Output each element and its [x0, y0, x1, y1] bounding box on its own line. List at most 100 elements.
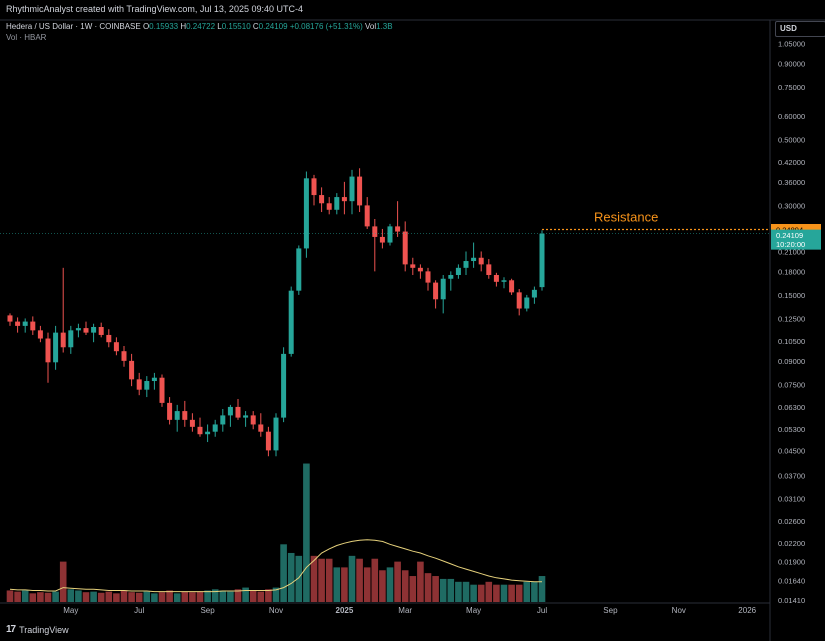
volume-bar [447, 578, 455, 602]
volume-bar [67, 589, 75, 602]
change-value: +0.08176 (+51.31%) [289, 22, 363, 31]
volume-bar [272, 587, 280, 602]
volume-bar [401, 570, 409, 602]
candle-body [471, 257, 477, 262]
volume-bar [173, 593, 181, 602]
candle-body [463, 261, 469, 268]
candle-body [509, 280, 515, 293]
countdown-label: 10:20:00 [776, 240, 805, 249]
candle-body [296, 248, 302, 291]
volume-bar [371, 558, 379, 602]
volume-bar [348, 555, 356, 602]
tradingview-brand: TradingView [19, 624, 69, 635]
volume-bar [386, 567, 394, 602]
candle-body [349, 176, 355, 202]
candle-body [91, 326, 97, 333]
price-tick-label: 0.06300 [778, 403, 805, 412]
current-price-label: 0.24109 [776, 231, 803, 240]
high-value: 0.24722 [186, 22, 216, 31]
candle-body [524, 297, 530, 309]
candle-body [22, 321, 28, 326]
candle-body [45, 338, 51, 363]
candle-body [243, 415, 249, 418]
volume-bar [21, 590, 29, 602]
candle-body [83, 328, 89, 333]
time-tick-label: Sep [200, 606, 215, 615]
candle-body [319, 195, 325, 204]
candle-body [410, 264, 416, 268]
volume-bar [462, 581, 470, 602]
volume-bar [135, 592, 143, 602]
volume-bar [120, 590, 128, 602]
candle-body [159, 377, 165, 403]
volume-bar [265, 589, 272, 602]
volume-bar [97, 592, 105, 602]
volume-bar [204, 590, 211, 602]
candle-body [37, 330, 43, 339]
volume-bar [75, 590, 82, 602]
high-label: H [180, 22, 187, 31]
price-tick-label: 0.02600 [778, 517, 805, 526]
volume-bar [181, 591, 189, 602]
volume-legend[interactable]: Vol · HBAR [6, 33, 47, 42]
time-tick-label: 2025 [336, 606, 354, 615]
current-price-tag [771, 229, 821, 250]
price-tick-label: 0.75000 [778, 83, 805, 92]
volume-bar [196, 591, 204, 602]
candle-body [197, 426, 203, 435]
open-value: 0.15933 [149, 22, 179, 31]
price-tick-label: 0.36000 [778, 178, 805, 187]
price-tick-label: 0.01900 [778, 558, 805, 567]
price-tick-label: 0.60000 [778, 112, 805, 121]
candle-body [311, 178, 317, 196]
volume-bar [29, 593, 37, 602]
volume-ma-line [9, 539, 542, 593]
volume-bar [249, 590, 257, 602]
candle-body [106, 334, 112, 343]
candle-body [539, 233, 545, 288]
volume-bar [523, 581, 531, 602]
price-tick-label: 0.03700 [778, 472, 805, 481]
volume-bar [508, 584, 515, 602]
candle-body [387, 226, 393, 243]
volume-bar [90, 591, 97, 602]
candle-body [121, 351, 127, 361]
resistance-label: Resistance [594, 209, 658, 224]
candle-body [235, 406, 241, 418]
volume-bar [59, 561, 67, 602]
volume-bar [143, 591, 151, 602]
volume-bar [515, 584, 523, 602]
candle-body [174, 411, 180, 420]
price-tick-label: 0.15000 [778, 291, 805, 300]
volume-bar [287, 552, 295, 602]
volume-bar [6, 590, 14, 602]
currency-button[interactable]: USD [775, 21, 825, 37]
candle-body [303, 178, 309, 249]
candle-body [60, 332, 66, 348]
candle-body [334, 197, 340, 210]
candle-body [486, 264, 492, 276]
volume-bar [211, 589, 219, 602]
volume-bar [151, 593, 158, 602]
price-tick-label: 0.12500 [778, 314, 805, 323]
volume-bar [280, 544, 287, 602]
low-label: L [217, 22, 222, 31]
volume-bar [409, 576, 417, 602]
candle-body [151, 377, 157, 382]
candle-body [357, 176, 363, 206]
price-tick-label: 0.09000 [778, 357, 805, 366]
volume-bar [166, 590, 173, 602]
ohlc-legend: Hedera / US Dollar · 1W · COINBASE O0.15… [6, 22, 393, 31]
volume-bar [325, 558, 333, 602]
close-value: 0.24109 [258, 22, 288, 31]
time-tick-label: Nov [269, 606, 283, 615]
candle-body [395, 226, 401, 232]
volume-bar [82, 592, 90, 602]
volume-bar [158, 592, 166, 602]
symbol-title[interactable]: Hedera / US Dollar · 1W · COINBASE [6, 22, 141, 31]
candle-body [273, 417, 279, 451]
price-tick-label: 0.18000 [778, 267, 805, 276]
volume-bar [439, 578, 447, 602]
chart-credit: RhythmicAnalyst created with TradingView… [6, 4, 303, 14]
